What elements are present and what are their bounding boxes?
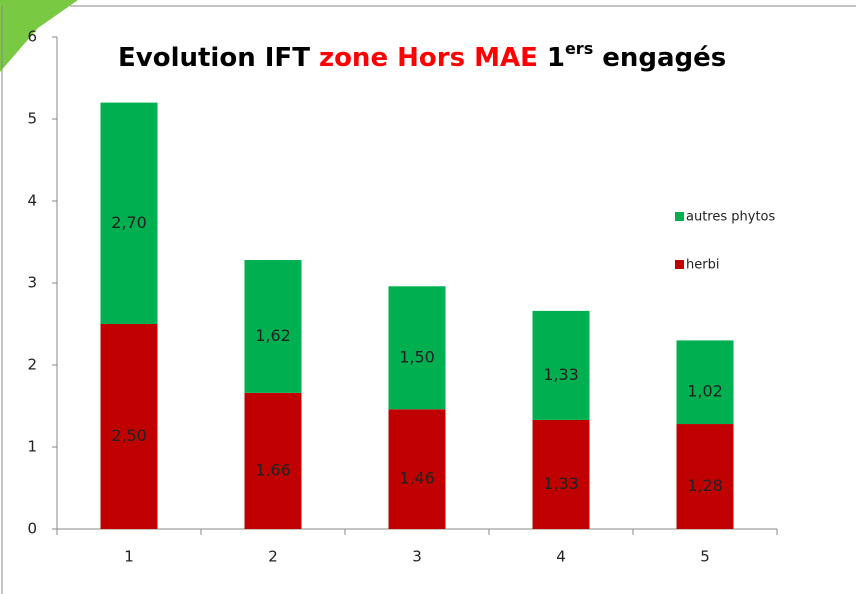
y-tick-label: 4 (27, 192, 37, 210)
bar-segment (676, 340, 734, 425)
bar-segment (388, 286, 446, 410)
legend-label: autres phytos (686, 210, 776, 225)
y-tick-label: 1 (27, 438, 37, 456)
bar-segment (244, 392, 302, 529)
data-label: 1,66 (255, 460, 291, 479)
x-tick-label: 4 (556, 548, 566, 566)
x-tick-label: 3 (412, 548, 422, 566)
bar-segment (676, 424, 734, 529)
data-label: 1,50 (399, 347, 435, 366)
y-tick-label: 6 (27, 28, 37, 46)
x-tick-label: 1 (124, 548, 134, 566)
x-tick-label: 5 (700, 548, 710, 566)
bar-segment (244, 260, 302, 393)
legend-label: herbi (686, 258, 719, 273)
bar-segment (100, 324, 158, 529)
data-label: 1,33 (543, 365, 579, 384)
bar-segment (100, 102, 158, 324)
data-label: 1,46 (399, 469, 435, 488)
x-tick-label: 2 (268, 548, 278, 566)
data-label: 1,62 (255, 326, 291, 345)
y-tick-label: 3 (27, 274, 37, 292)
y-tick-label: 5 (27, 110, 37, 128)
corner-decoration (0, 0, 78, 72)
legend-swatch (675, 212, 684, 221)
data-label: 1,02 (687, 382, 723, 401)
title-part: Evolution IFT (118, 43, 310, 73)
y-tick-label: 2 (27, 356, 37, 374)
data-label: 1,33 (543, 474, 579, 493)
data-label: 2,50 (111, 426, 147, 445)
title-part: engagés (602, 43, 726, 73)
y-tick-label: 0 (27, 520, 37, 538)
bar-segment (532, 419, 590, 529)
title-part: ers (565, 39, 593, 58)
legend-swatch (675, 260, 684, 269)
title-part: 1 (547, 43, 565, 73)
bar-segment (388, 409, 446, 529)
data-label: 1,28 (687, 476, 723, 495)
title-part: zone Hors MAE (319, 43, 538, 73)
data-label: 2,70 (111, 213, 147, 232)
chart-title: Evolution IFT zone Hors MAE 1ers engagés (118, 39, 726, 73)
bar-segment (532, 310, 590, 420)
